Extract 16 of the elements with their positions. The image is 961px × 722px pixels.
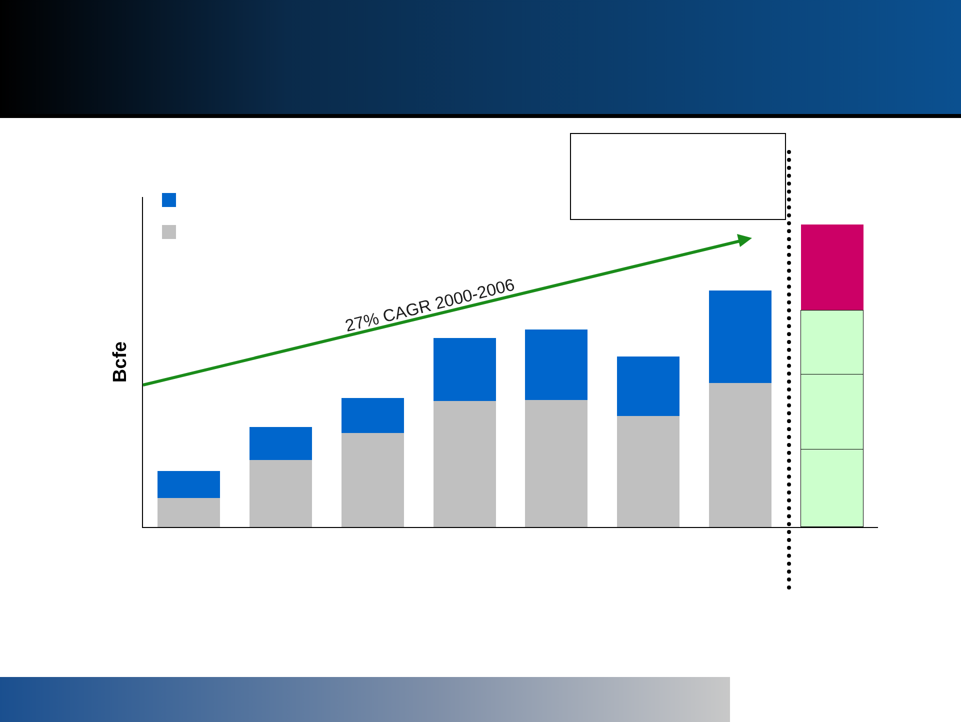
- bar: [708, 383, 772, 527]
- bar: [617, 416, 680, 527]
- bar: [525, 329, 588, 400]
- bar: [341, 433, 404, 527]
- y-axis-title: Bcfe: [110, 341, 131, 383]
- bar: [341, 398, 404, 434]
- bar: [617, 356, 680, 416]
- bar: [158, 470, 220, 498]
- bar: [433, 338, 496, 402]
- bar: [708, 290, 772, 384]
- bar: [800, 224, 864, 310]
- bar: [158, 498, 220, 527]
- bar: [433, 401, 496, 527]
- bar: [525, 400, 588, 527]
- bar: [250, 427, 312, 460]
- bar: [250, 460, 312, 527]
